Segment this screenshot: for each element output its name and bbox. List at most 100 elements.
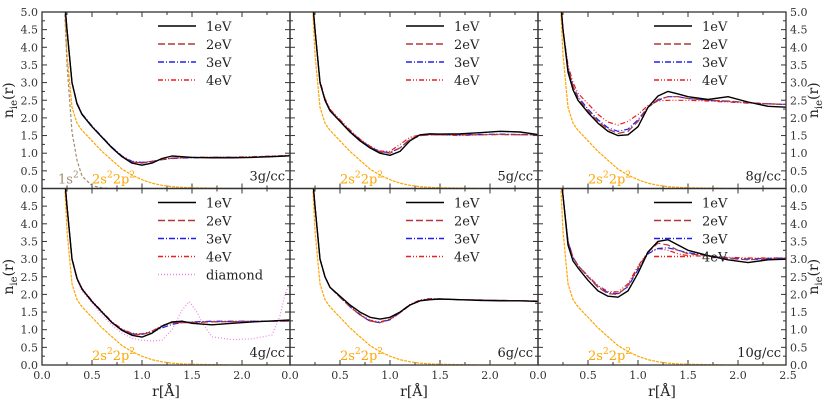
x-tick-label: 1.0	[629, 369, 647, 382]
core-label-1s2: 1s2	[58, 171, 79, 188]
series-line-core	[64, 12, 290, 189]
y-tick-label: 1.0	[790, 324, 808, 337]
series-line-diamond	[64, 188, 290, 342]
panel-3g-cc: 1eV 2eV 3eV 4eV 3g/cc 1s2 2s22p2 0.0 0.5 1.0 1.5 2.…	[1, 6, 291, 196]
y-tick-label: 1.0	[21, 147, 39, 160]
legend-label: 3eV	[702, 56, 728, 71]
y-tick-label: 0.5	[21, 165, 39, 178]
density-annotation: 6g/cc	[497, 346, 533, 361]
y-tick-label: 2.5	[790, 94, 808, 107]
y-tick-label: 2.0	[790, 288, 808, 301]
plot-frame	[289, 187, 539, 366]
y-tick-label: 4.5	[790, 24, 808, 37]
y-axis-label: nie(r)	[1, 259, 20, 295]
y-tick-label: 3.5	[790, 235, 808, 248]
y-axis-label: nie(r)	[806, 259, 825, 295]
y-tick-label: 0.0	[790, 183, 808, 196]
y-axis-label: nie(r)	[1, 82, 20, 118]
series-line-core	[312, 188, 538, 365]
y-tick-label: 1.0	[21, 324, 39, 337]
x-axis-label: r[Å]	[400, 382, 428, 400]
plot-frame	[537, 11, 787, 190]
y-tick-label: 5.0	[790, 6, 808, 19]
y-tick-label: 3.5	[21, 235, 39, 248]
y-tick-label: 2.5	[21, 94, 39, 107]
y-tick-label: 3.5	[21, 59, 39, 72]
series-line-2eV	[560, 12, 786, 134]
y-tick-label: 0.0	[21, 183, 39, 196]
series-line-2eV	[561, 188, 786, 295]
ticks	[41, 11, 290, 189]
series-line-core	[560, 188, 786, 365]
y-tick-label: 3.0	[21, 253, 39, 266]
y-tick-label: 0.5	[21, 341, 39, 354]
y-tick-label: 2.0	[21, 112, 39, 125]
legend-label: 2eV	[454, 215, 480, 230]
legend-label: 1eV	[206, 197, 232, 212]
y-tick-label: 4.0	[21, 41, 39, 54]
density-annotation: 4g/cc	[249, 346, 285, 361]
legend-label: 3eV	[206, 56, 232, 71]
core-label-2s2-2p2: 2s22p2	[588, 347, 631, 364]
series-line-1eV	[64, 188, 290, 338]
y-tick-label: 1.0	[790, 147, 808, 160]
x-tick-label: 0.5	[579, 369, 597, 382]
series-line-core	[312, 12, 538, 189]
core-label-2s2-2p2: 2s22p2	[340, 347, 383, 364]
series-line-3eV	[561, 188, 786, 295]
core-label-2s2-2p2: 2s22p2	[588, 171, 631, 188]
x-tick-label: 1.0	[381, 369, 399, 382]
ticks	[289, 11, 538, 189]
y-tick-label: 2.0	[21, 288, 39, 301]
x-tick-label: 1.5	[679, 369, 697, 382]
legend-label: 1eV	[702, 197, 728, 212]
y-tick-label: 0.0	[790, 359, 808, 372]
core-label-2s2-2p2: 2s22p2	[92, 347, 135, 364]
y-tick-label: 4.0	[790, 41, 808, 54]
y-tick-label: 3.0	[790, 77, 808, 90]
legend-label: 2eV	[206, 38, 232, 53]
series-line-1eV	[312, 12, 538, 156]
y-tick-label: 2.5	[790, 271, 808, 284]
y-tick-label: 1.5	[790, 130, 808, 143]
series-line-core	[64, 12, 290, 189]
panel-5g-cc: 1eV 2eV 3eV 4eV 5g/cc 2s22p2	[289, 11, 539, 190]
y-tick-label: 4.0	[790, 218, 808, 231]
legend-label: 4eV	[702, 251, 728, 266]
plot-frame	[41, 11, 291, 190]
panel-8g-cc: 1eV 2eV 3eV 4eV 8g/cc 2s22p2 0.0 0.5 1.0 1.5 2.0 2.…	[537, 6, 825, 196]
y-tick-label: 2.0	[790, 112, 808, 125]
x-tick-label: 0.5	[331, 369, 349, 382]
ticks	[289, 188, 538, 366]
y-tick-label: 3.0	[21, 77, 39, 90]
legend-label: 4eV	[206, 251, 232, 266]
legend-label: 2eV	[206, 215, 232, 230]
series-line-3eV	[560, 12, 786, 132]
x-tick-label: 1.5	[431, 369, 449, 382]
series-line-4eV	[560, 12, 786, 126]
series-line-core	[560, 12, 786, 189]
series-line-3eV	[312, 12, 538, 154]
x-tick-label: 2.5	[779, 369, 797, 382]
series-line-2eV	[64, 12, 290, 164]
legend-label: diamond	[206, 269, 263, 284]
x-axis-label: r[Å]	[152, 382, 180, 400]
y-tick-label: 4.5	[790, 200, 808, 213]
y-tick-label: 5.0	[21, 6, 39, 19]
legend-label: 3eV	[454, 233, 480, 248]
plot-frame	[289, 11, 539, 190]
series-line-4eV	[64, 12, 290, 164]
legend-label: 2eV	[454, 38, 480, 53]
y-tick-label: 3.0	[790, 253, 808, 266]
series-line-1eV	[560, 12, 786, 137]
x-tick-label: 1.0	[133, 369, 151, 382]
y-tick-label: 1.5	[21, 306, 39, 319]
x-tick-label: 0.0	[529, 369, 547, 382]
series-line-3eV	[64, 12, 290, 163]
legend-label: 3eV	[206, 233, 232, 248]
panel-4g-cc: 1eV 2eV 3eV 4eV diamond 4g/cc 2s22p2 0.0 0.5 1.0 1…	[1, 187, 291, 400]
y-axis-label: nie(r)	[806, 82, 825, 118]
y-tick-label: 4.5	[21, 24, 39, 37]
y-tick-label: 3.5	[790, 59, 808, 72]
core-label-2s2-2p2: 2s22p2	[92, 171, 135, 188]
